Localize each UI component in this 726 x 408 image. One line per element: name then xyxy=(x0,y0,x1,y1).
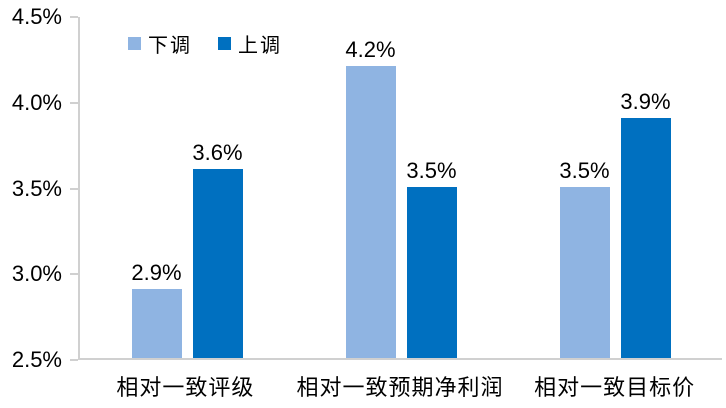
bar-group-1: 4.2% 3.5% xyxy=(294,17,508,358)
legend: 下调 上调 xyxy=(128,29,282,58)
bar-value-label: 3.5% xyxy=(406,157,457,183)
bar-group-0: 2.9% 3.6% xyxy=(80,17,294,358)
bar-upgrade-0: 3.6% xyxy=(192,140,243,358)
legend-swatch-downgrade xyxy=(128,37,141,50)
legend-label-downgrade: 下调 xyxy=(148,35,192,57)
bar-value-label: 3.6% xyxy=(192,140,243,166)
bar-group-2: 3.5% 3.9% xyxy=(508,17,722,358)
category-label-0: 相对一致评级 xyxy=(116,375,255,400)
bar-downgrade-1: 4.2% xyxy=(345,37,396,358)
y-axis-tick xyxy=(70,273,78,276)
legend-swatch-upgrade xyxy=(218,37,231,50)
bar-upgrade-2: 3.9% xyxy=(620,89,671,358)
y-axis-label: 3.0% xyxy=(11,261,62,287)
y-axis-tick xyxy=(70,101,78,104)
y-axis-label: 4.5% xyxy=(11,4,62,29)
bar-value-label: 3.9% xyxy=(620,88,671,114)
legend-item-downgrade: 下调 xyxy=(128,29,192,58)
category-labels: 相对一致评级 相对一致预期净利润 相对一致目标价 xyxy=(78,370,722,402)
y-axis-label: 2.5% xyxy=(11,347,62,372)
legend-item-upgrade: 上调 xyxy=(218,29,282,58)
category-label-2: 相对一致目标价 xyxy=(534,375,696,400)
y-axis-tick xyxy=(70,187,78,190)
y-axis-tick xyxy=(70,359,78,361)
plot-area: 下调 上调 2.9% 3.6% 4.2% 3.5% 3.5% 3.9% xyxy=(78,17,722,360)
bar-groups: 2.9% 3.6% 4.2% 3.5% 3.5% 3.9% xyxy=(80,17,722,358)
bar-value-label: 3.5% xyxy=(559,157,610,183)
bar-upgrade-1: 3.5% xyxy=(406,158,457,358)
bar-value-label: 4.2% xyxy=(345,37,396,63)
y-axis-label: 3.5% xyxy=(11,175,62,201)
bar-value-label: 2.9% xyxy=(131,260,182,286)
legend-label-upgrade: 上调 xyxy=(238,35,282,57)
y-axis-label: 4.0% xyxy=(11,89,62,115)
y-axis-tick xyxy=(70,16,78,18)
bar-downgrade-0: 2.9% xyxy=(131,260,182,358)
bar-downgrade-2: 3.5% xyxy=(559,158,610,358)
category-label-1: 相对一致预期净利润 xyxy=(296,375,504,400)
